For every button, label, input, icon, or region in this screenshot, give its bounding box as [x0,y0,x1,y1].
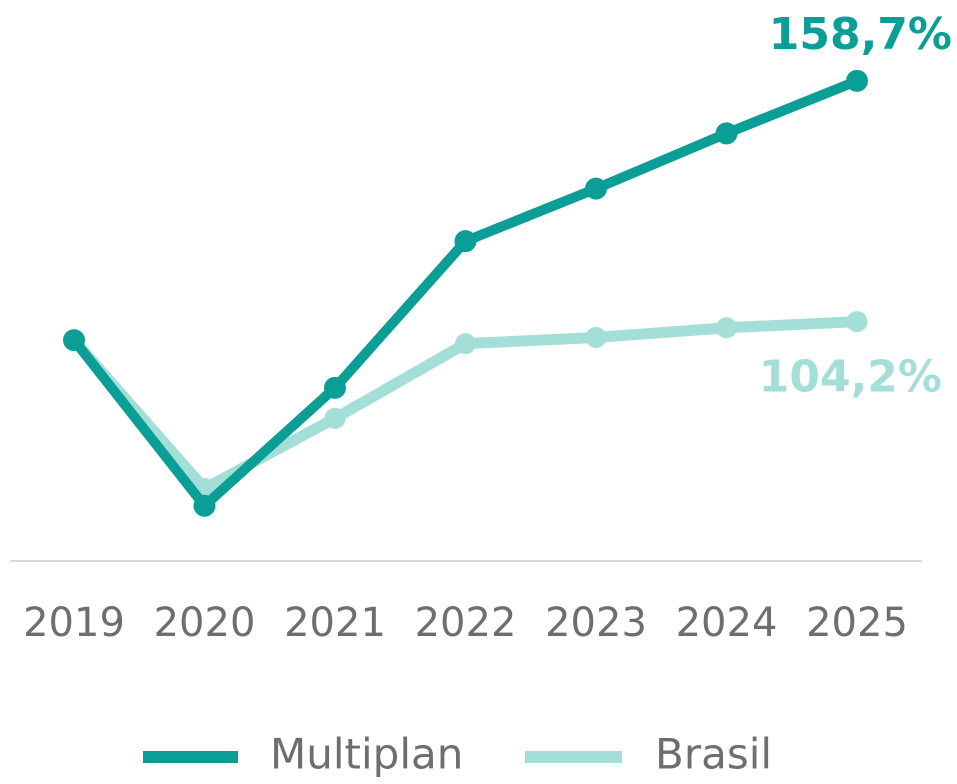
data-label: 158,7% [769,9,952,60]
x-tick-label: 2025 [806,600,908,646]
x-tick-label: 2022 [415,600,517,646]
series-line [70,76,859,511]
x-tick-label: 2021 [284,600,386,646]
x-tick-label: 2024 [676,600,778,646]
point [324,407,346,429]
data-label: 104,2% [759,352,942,403]
point [324,376,346,399]
legend-label: Multiplan [270,730,463,779]
point [193,494,216,517]
point [585,326,607,348]
point [846,69,868,92]
x-tick-label: 2023 [545,600,647,646]
point [585,177,607,200]
x-tick-label: 2019 [23,600,125,646]
point [454,230,477,253]
point [846,311,868,333]
point [455,333,476,355]
point [63,329,85,352]
legend-label: Brasil [655,730,772,779]
point [716,317,737,339]
point [715,122,738,145]
x-tick-label: 2020 [154,600,256,646]
